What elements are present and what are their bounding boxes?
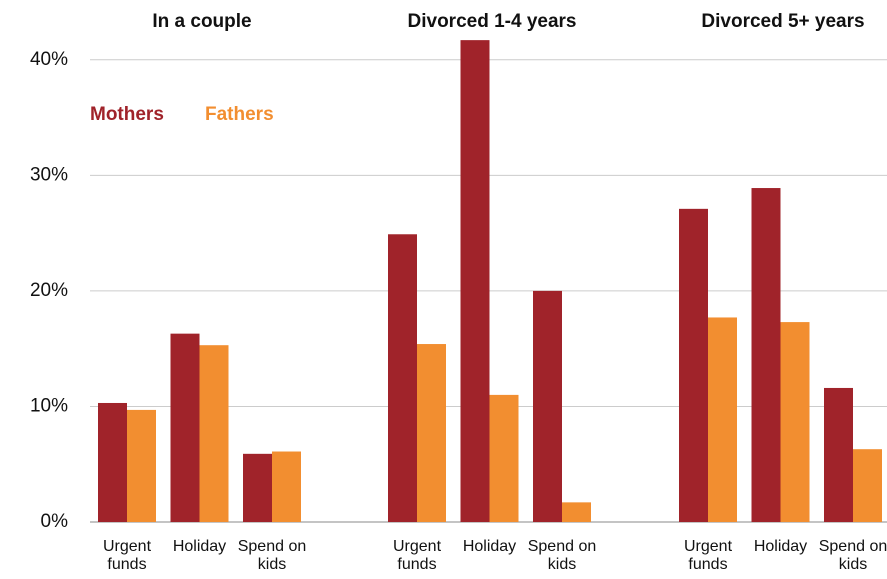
group-title: Divorced 5+ years [701, 11, 864, 32]
x-tick-label: Spend on kids [818, 538, 887, 573]
y-tick-label: 40% [30, 49, 68, 70]
group-title: In a couple [152, 11, 251, 32]
bar [272, 451, 301, 522]
legend-entry: Mothers [90, 104, 164, 125]
bar [853, 449, 882, 522]
legend-entry: Fathers [205, 104, 274, 125]
bar [127, 409, 156, 522]
bar [243, 453, 272, 522]
x-tick-label: Holiday [172, 538, 227, 555]
bar [708, 317, 737, 522]
x-tick-label: Holiday [462, 538, 517, 555]
y-tick-label: 0% [41, 511, 69, 532]
bar [824, 387, 853, 522]
x-tick-label: Spend on kids [237, 538, 307, 573]
x-tick-label: Urgent funds [392, 538, 442, 573]
x-tick-label: Urgent funds [102, 538, 152, 573]
bar [199, 345, 229, 522]
bar [388, 234, 417, 522]
bar [489, 394, 519, 522]
bar [417, 344, 446, 522]
x-tick-label: Urgent funds [683, 538, 733, 573]
bar [751, 188, 781, 523]
x-tick-label: Holiday [753, 538, 808, 555]
bar [679, 208, 708, 522]
bar [170, 333, 200, 522]
y-tick-label: 30% [30, 164, 68, 185]
bar [533, 290, 562, 522]
bar [780, 322, 810, 522]
x-tick-label: Spend on kids [527, 538, 597, 573]
group-title: Divorced 1-4 years [408, 11, 577, 32]
bar [460, 40, 490, 523]
y-tick-label: 10% [30, 395, 68, 416]
bar [562, 502, 591, 522]
y-tick-label: 20% [30, 280, 68, 301]
bar [98, 402, 127, 522]
